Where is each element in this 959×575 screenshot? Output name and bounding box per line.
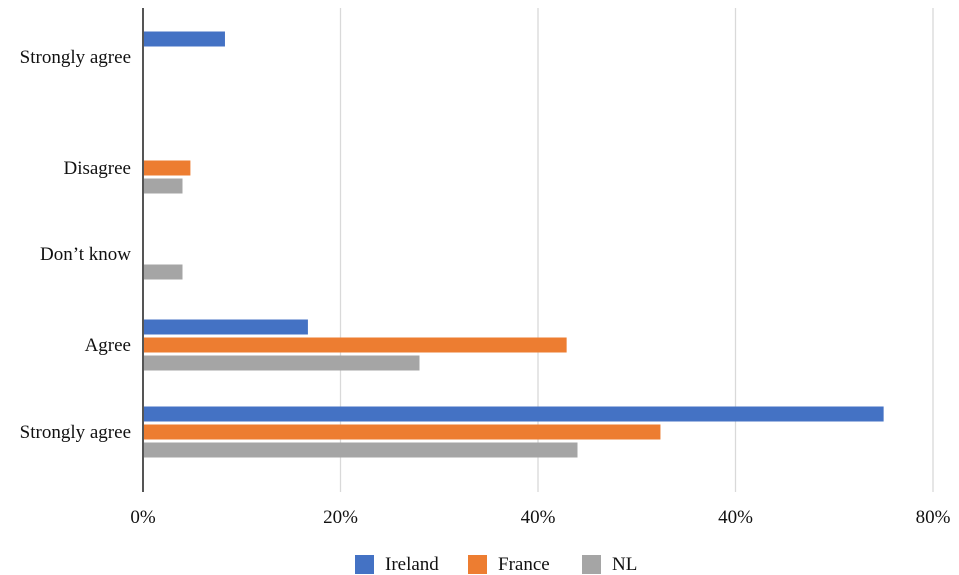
bar-ireland-0 (143, 31, 225, 47)
legend-swatch-france (468, 555, 487, 574)
bar-nl-4 (143, 442, 578, 458)
x-tick-label: 0% (130, 507, 156, 528)
category-label: Strongly agree (20, 47, 131, 68)
legend-label-ireland: Ireland (385, 554, 439, 575)
legend-swatch-ireland (355, 555, 374, 574)
bar-france-1 (143, 160, 191, 176)
category-label: Disagree (63, 158, 131, 179)
bar-nl-1 (143, 178, 183, 194)
category-label: Strongly agree (20, 422, 131, 443)
bar-ireland-4 (143, 406, 884, 422)
x-tick-label: 80% (916, 507, 951, 528)
bar-france-3 (143, 337, 567, 353)
bar-ireland-3 (143, 319, 308, 335)
bar-france-4 (143, 424, 661, 440)
x-tick-label: 40% (521, 507, 556, 528)
bars (143, 31, 884, 458)
legend-swatch-nl (582, 555, 601, 574)
legend-label-france: France (498, 554, 550, 575)
bar-nl-2 (143, 264, 183, 280)
category-label: Don’t know (40, 244, 131, 265)
category-label: Agree (85, 335, 131, 356)
x-tick-label: 20% (323, 507, 358, 528)
x-tick-label: 40% (718, 507, 753, 528)
legend-label-nl: NL (612, 554, 637, 575)
x-tick-labels: 0% 20% 40% 40% 80% (130, 507, 950, 528)
legend: Ireland France NL (355, 554, 637, 575)
bar-nl-3 (143, 355, 420, 371)
category-labels: Strongly agree Disagree Don’t know Agree Str… (20, 47, 132, 443)
